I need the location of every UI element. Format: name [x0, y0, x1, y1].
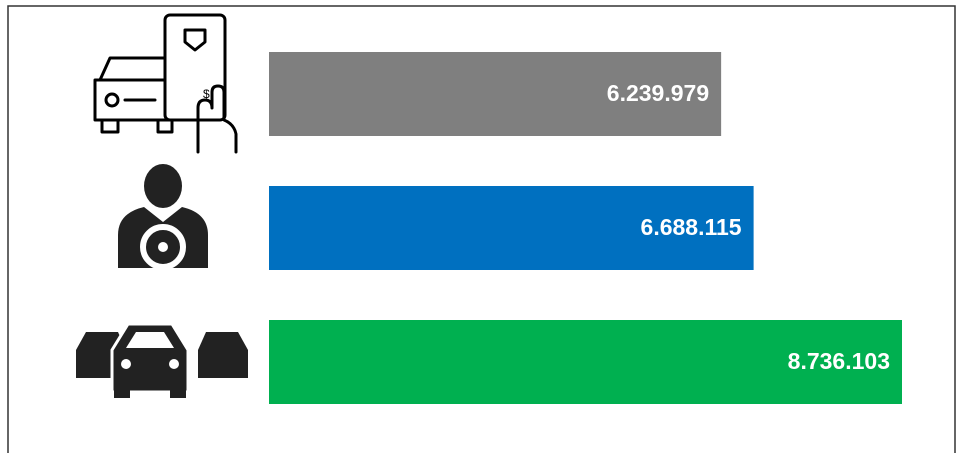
icon-dollar: $: [203, 87, 210, 101]
value-label: 6.239.979: [607, 80, 709, 106]
bar: [269, 186, 754, 270]
icon-cars: [76, 322, 248, 398]
bar: [269, 320, 902, 404]
icon-driver: [118, 164, 208, 270]
frame: [7, 5, 956, 453]
bar: [269, 52, 722, 136]
icon-car-payment: $: [93, 13, 238, 154]
value-label: 6.688.115: [641, 214, 742, 240]
value-label: 8.736.103: [788, 348, 890, 374]
